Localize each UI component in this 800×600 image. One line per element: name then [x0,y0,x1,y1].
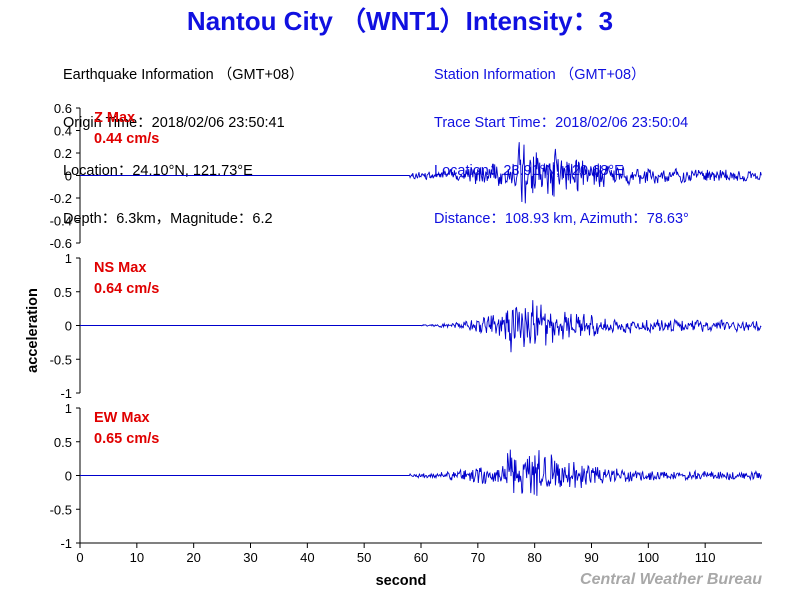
max-label-ew: EW Max [94,410,150,426]
x-tick-label: 100 [637,550,659,565]
station-info-header: Station Information （GMT+08） [434,67,646,83]
y-tick-label: 0 [65,169,72,184]
max-value-z: 0.44 cm/s [94,131,159,147]
x-tick-label: 110 [695,550,716,565]
trace-start-time: Trace Start Time：2018/02/06 23:50:04 [434,115,689,131]
y-tick-label: 1 [65,251,72,266]
x-tick-label: 30 [243,550,257,565]
y-tick-label: 0.5 [54,285,72,300]
y-tick-label: 0 [65,319,72,334]
x-tick-label: 20 [186,550,200,565]
y-tick-label: 0.6 [54,101,72,116]
y-tick-label: -1 [60,386,72,401]
y-tick-label: -0.4 [50,214,72,229]
y-tick-label: -0.5 [50,502,72,517]
depth-magnitude: Depth：6.3km，Magnitude：6.2 [63,211,273,227]
epicenter-location: Location：24.10°N, 121.73°E [63,163,253,179]
max-value-ns: 0.64 cm/s [94,281,159,297]
y-tick-label: 0.5 [54,435,72,450]
y-tick-label: 0.4 [54,124,72,139]
x-tick-label: 0 [76,550,83,565]
waveform-z [80,142,762,204]
waveform-ew [80,449,762,496]
x-tick-label: 80 [527,550,541,565]
credit-label: Central Weather Bureau [580,571,762,588]
y-tick-label: 1 [65,401,72,416]
y-tick-label: -0.2 [50,191,72,206]
x-tick-label: 90 [584,550,598,565]
distance-azimuth: Distance：108.93 km, Azimuth：78.63° [434,211,689,227]
x-tick-label: 10 [130,550,144,565]
max-label-z: Z Max [94,110,135,126]
x-tick-label: 70 [471,550,485,565]
origin-time: Origin Time：2018/02/06 23:50:41 [63,115,285,131]
max-label-ns: NS Max [94,260,146,276]
max-value-ew: 0.65 cm/s [94,431,159,447]
x-tick-label: 60 [414,550,428,565]
y-tick-label: 0.2 [54,146,72,161]
earthquake-info: Earthquake Information （GMT+08） Origin T… [63,35,304,243]
y-tick-label: 0 [65,469,72,484]
chart-title: Nantou City （WNT1）Intensity：3 [186,6,614,36]
station-info: Station Information （GMT+08） Trace Start… [434,35,689,243]
y-axis-label: acceleration [25,288,41,373]
x-tick-label: 50 [357,550,371,565]
y-tick-label: -0.5 [50,352,72,367]
earthquake-info-header: Earthquake Information （GMT+08） [63,67,304,83]
x-tick-label: 40 [300,550,314,565]
x-axis-label: second [376,573,427,589]
waveform-ns [80,300,762,353]
y-tick-label: -0.6 [50,236,72,251]
y-tick-label: -1 [60,536,72,551]
